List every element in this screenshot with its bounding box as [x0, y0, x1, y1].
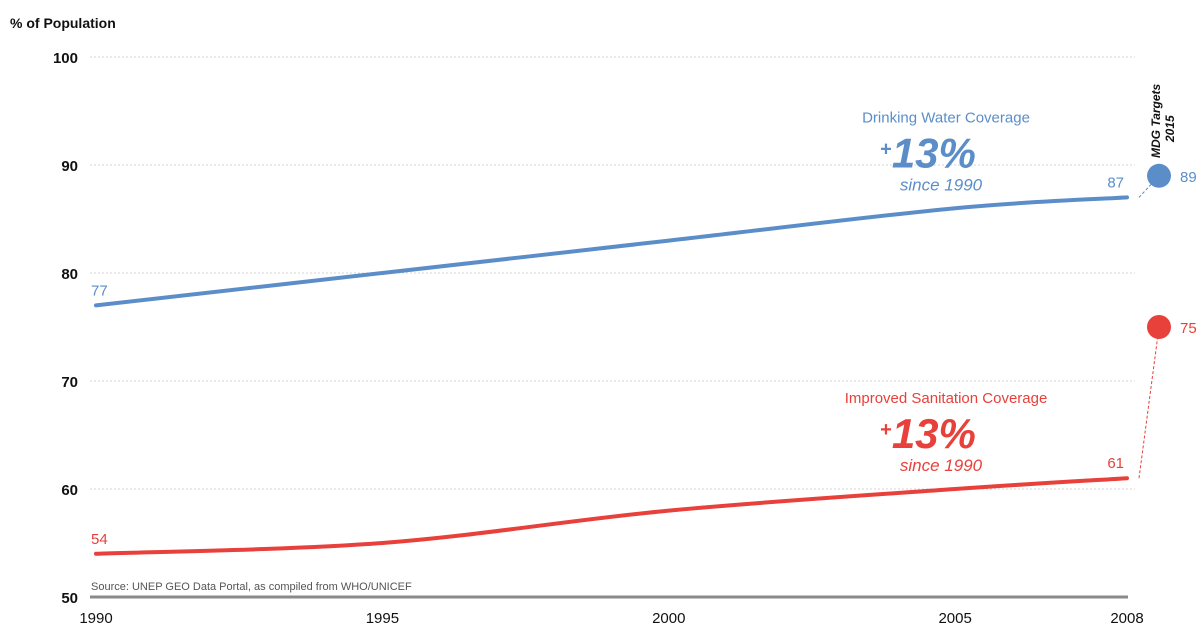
sanitation-target-connector [1138, 326, 1160, 479]
water-end-label: 87 [1107, 174, 1124, 191]
y-tick-labels: 50 60 70 80 90 100 [53, 50, 78, 607]
y-tick-90: 90 [61, 158, 78, 175]
sanitation-change-value: +13% [880, 410, 976, 457]
sanitation-target-marker [1147, 315, 1171, 339]
x-tick-2008: 2008 [1110, 610, 1143, 627]
source-note: Source: UNEP GEO Data Portal, as compile… [91, 581, 412, 593]
x-tick-2000: 2000 [652, 610, 685, 627]
sanitation-end-label: 61 [1107, 455, 1124, 472]
series-water: 77 87 89 Drinking Water Coverage +13%since 1… [91, 109, 1197, 308]
water-change-prefix: + [880, 138, 892, 160]
water-start-label: 77 [91, 282, 108, 299]
y-tick-50: 50 [61, 590, 78, 607]
water-target-marker [1147, 163, 1171, 188]
mdg-target-label: MDG Targets 2015 [1149, 83, 1177, 158]
sanitation-change-percent: 13% [892, 410, 976, 457]
sanitation-change-note: since 1990 [900, 456, 983, 475]
water-change-value: +13% [880, 129, 976, 176]
target-label-line2: 2015 [1163, 115, 1177, 143]
x-tick-2005: 2005 [938, 610, 971, 627]
water-line [94, 195, 1129, 308]
y-tick-70: 70 [61, 374, 78, 391]
sanitation-target-label: 75 [1180, 320, 1197, 337]
sanitation-start-label: 54 [91, 531, 108, 548]
target-label-line1: MDG Targets [1149, 83, 1163, 158]
y-tick-60: 60 [61, 482, 78, 499]
sanitation-series-name: Improved Sanitation Coverage [845, 390, 1048, 407]
y-tick-80: 80 [61, 266, 78, 283]
water-change-note: since 1990 [900, 175, 983, 194]
x-tick-1995: 1995 [366, 610, 399, 627]
y-axis-label: % of Population [10, 15, 116, 31]
y-tick-100: 100 [53, 50, 78, 67]
water-target-label: 89 [1180, 169, 1197, 186]
x-tick-labels: 1990 1995 2000 2005 2008 [79, 610, 1143, 627]
water-change-percent: 13% [892, 129, 976, 176]
x-tick-1990: 1990 [79, 610, 112, 627]
series-sanitation: 54 61 75 Improved Sanitation Coverage +13%si… [91, 315, 1197, 556]
water-series-name: Drinking Water Coverage [862, 109, 1030, 126]
sanitation-line [94, 476, 1129, 556]
sanitation-change-prefix: + [880, 419, 892, 441]
